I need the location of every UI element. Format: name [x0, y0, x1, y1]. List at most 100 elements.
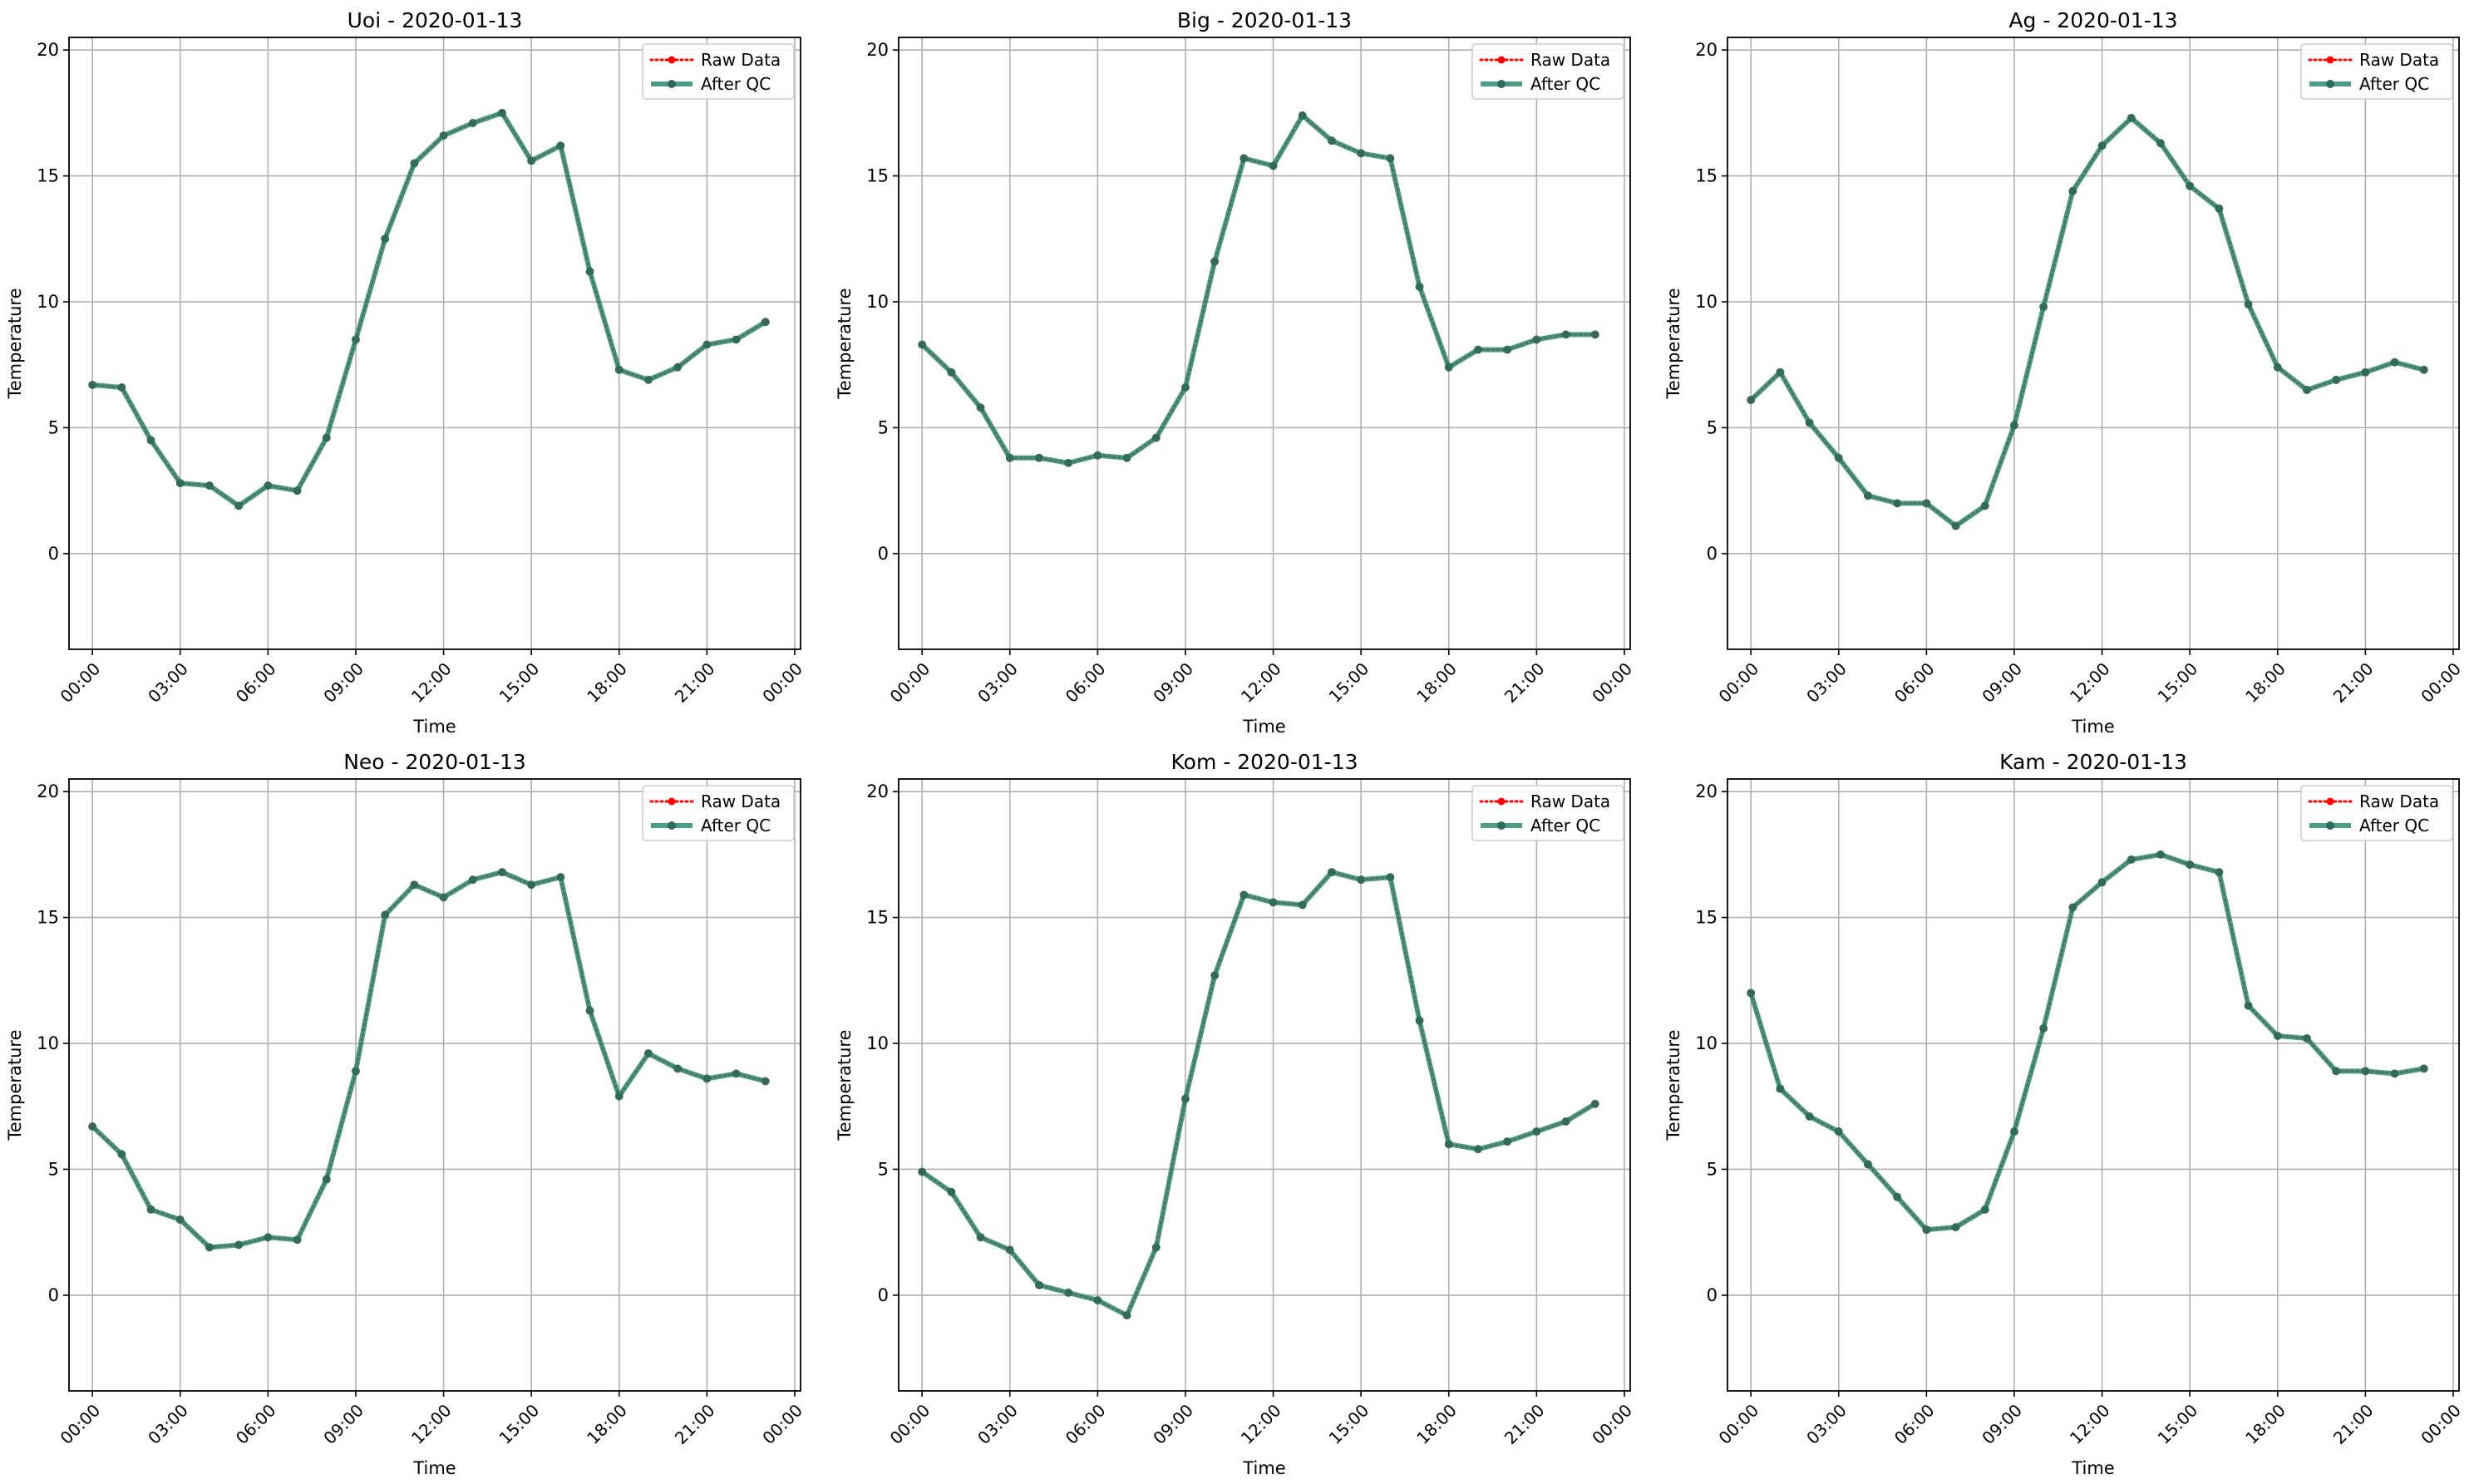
point-qc [2302, 1033, 2311, 1043]
point-qc [1005, 1245, 1014, 1255]
point-qc [1951, 521, 1960, 530]
y-tick-label: 20 [37, 40, 59, 60]
point-qc [1093, 451, 1102, 460]
point-qc [468, 875, 477, 885]
point-qc [1357, 149, 1366, 158]
point-qc [293, 486, 302, 495]
x-tick-label: 15:00 [495, 1400, 544, 1448]
series-line-raw [1749, 853, 2426, 1231]
point-qc [556, 873, 565, 882]
point-qc [1240, 890, 1249, 900]
point-qc [1151, 1243, 1161, 1252]
point-qc [614, 1092, 623, 1101]
x-tick-label: 18:00 [583, 1400, 631, 1448]
point-qc [1210, 257, 1220, 266]
point-qc [1776, 367, 1785, 377]
x-tick-label: 12:00 [1237, 658, 1285, 707]
point-qc [1386, 154, 1395, 163]
point-qc [1532, 335, 1541, 344]
legend: Raw Data After QC [1471, 785, 1624, 841]
legend-label-raw: Raw Data [701, 791, 781, 811]
y-tick-label: 0 [1707, 544, 1718, 564]
point-qc [2390, 357, 2399, 367]
point-qc [175, 1215, 185, 1225]
subplot-title: Kam - 2020-01-13 [1999, 750, 2187, 774]
axes-frame [1727, 778, 2460, 1392]
legend-marker-qc [668, 80, 676, 88]
point-qc [410, 880, 419, 890]
point-qc [410, 159, 419, 168]
point-qc [117, 1150, 126, 1159]
y-axis-label: Temperature [835, 1029, 855, 1141]
point-qc [1893, 499, 1902, 508]
legend-marker-qc [1497, 821, 1506, 830]
x-tick-label: 09:00 [1978, 658, 2026, 707]
point-qc [234, 1240, 244, 1250]
point-qc [732, 335, 741, 344]
point-qc [146, 1205, 155, 1214]
point-qc [322, 1175, 331, 1184]
x-tick-label: 12:00 [1237, 1400, 1285, 1448]
x-tick-label: 00:00 [1588, 658, 1636, 707]
y-tick-label: 20 [37, 781, 59, 801]
x-tick-label: 00:00 [57, 1400, 105, 1448]
point-qc [1893, 1192, 1902, 1201]
axes-frame [898, 778, 1631, 1392]
y-tick-label: 0 [48, 1285, 59, 1305]
point-qc [1269, 898, 1278, 907]
point-qc [1805, 418, 1814, 427]
legend: Raw Data After QC [1471, 43, 1624, 100]
x-tick-label: 12:00 [407, 1400, 456, 1448]
x-tick-label: 06:00 [1890, 1400, 1939, 1448]
point-qc [1863, 1160, 1872, 1169]
point-qc [205, 1243, 214, 1252]
x-tick-label: 00:00 [2417, 1400, 2465, 1448]
point-qc [1444, 362, 1453, 372]
legend: Raw Data After QC [642, 43, 795, 100]
point-qc [2186, 860, 2195, 869]
point-qc [2361, 1067, 2370, 1076]
y-axis-label: Temperature [835, 288, 855, 399]
point-qc [381, 910, 390, 919]
point-qc [673, 362, 683, 372]
point-qc [1180, 1094, 1190, 1103]
legend-label-raw: Raw Data [2359, 50, 2439, 70]
point-qc [1122, 453, 1131, 462]
x-tick-label: 21:00 [2329, 1400, 2378, 1448]
legend-marker-raw [1497, 56, 1506, 64]
legend-marker-raw [2326, 797, 2334, 806]
point-qc [1532, 1127, 1541, 1136]
point-qc [614, 365, 623, 374]
x-tick-label: 00:00 [886, 658, 934, 707]
point-qc [1151, 433, 1161, 442]
x-tick-label: 15:00 [495, 658, 544, 707]
y-tick-label: 10 [1695, 1033, 1718, 1053]
point-qc [146, 436, 155, 445]
series-line-qc [91, 110, 767, 509]
point-qc [2097, 878, 2107, 887]
point-qc [947, 367, 956, 377]
legend-label-qc: After QC [701, 816, 771, 836]
x-tick-label: 21:00 [2329, 658, 2378, 707]
point-qc [2244, 300, 2253, 309]
y-tick-label: 0 [48, 544, 59, 564]
point-qc [2332, 375, 2341, 384]
y-tick-label: 5 [48, 1159, 59, 1179]
x-axis-label: Time [412, 717, 456, 737]
y-tick-label: 0 [878, 544, 889, 564]
legend-marker-qc [2326, 80, 2334, 88]
subplot-title: Kom - 2020-01-13 [1171, 750, 1358, 774]
legend: Raw Data After QC [642, 785, 795, 841]
point-qc [2215, 868, 2224, 877]
x-tick-label: 00:00 [758, 658, 806, 707]
axes-frame [898, 37, 1631, 650]
y-axis-label: Temperature [5, 288, 25, 399]
x-tick-label: 18:00 [583, 658, 631, 707]
x-tick-label: 15:00 [2154, 658, 2202, 707]
point-qc [2068, 903, 2077, 912]
point-qc [1240, 154, 1249, 163]
point-qc [1863, 491, 1872, 500]
x-tick-label: 15:00 [1325, 1400, 1373, 1448]
point-qc [1327, 136, 1336, 145]
